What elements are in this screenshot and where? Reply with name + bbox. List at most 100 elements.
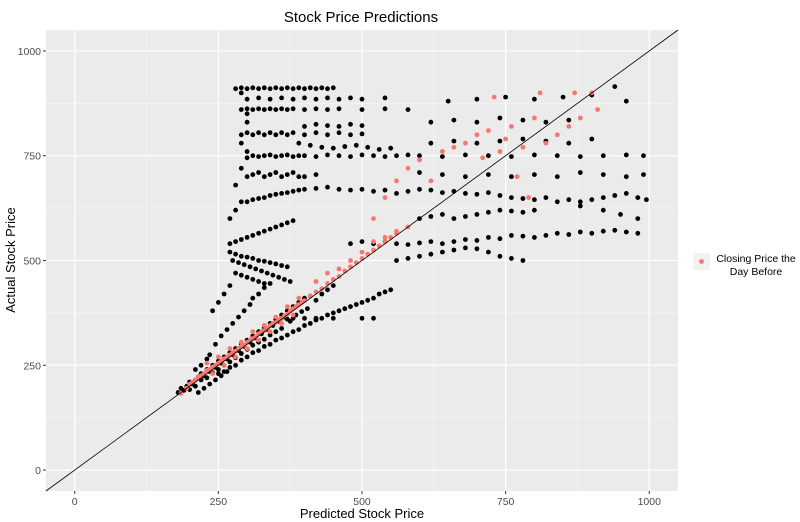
predicted-point (261, 85, 267, 91)
closing-price-point (572, 90, 577, 96)
legend: Closing Price the Day Before (693, 253, 796, 278)
predicted-point (302, 124, 307, 129)
predicted-point (600, 228, 606, 234)
predicted-point (302, 186, 307, 192)
predicted-point (238, 237, 244, 242)
predicted-point (371, 295, 376, 301)
predicted-point (560, 94, 566, 100)
predicted-point (267, 226, 273, 232)
predicted-point (279, 174, 284, 180)
predicted-point (405, 242, 411, 248)
predicted-point (256, 106, 261, 112)
predicted-point (256, 291, 261, 297)
closing-price-point (233, 354, 239, 360)
closing-price-point (543, 140, 549, 146)
x-tick-label: 750 (497, 496, 515, 508)
predicted-point (600, 195, 606, 201)
predicted-point (589, 136, 595, 142)
closing-price-point (451, 144, 457, 150)
predicted-point (250, 233, 256, 238)
predicted-point (198, 362, 204, 368)
predicted-point (313, 186, 319, 191)
predicted-point (276, 274, 282, 280)
predicted-point (227, 216, 233, 222)
predicted-point (302, 174, 307, 180)
predicted-point (307, 142, 313, 148)
predicted-point (273, 154, 279, 160)
predicted-point (348, 132, 353, 138)
closing-price-point (509, 124, 514, 129)
predicted-point (382, 95, 388, 101)
predicted-point (296, 187, 302, 193)
predicted-point (313, 297, 319, 303)
predicted-point (244, 354, 250, 360)
predicted-point (600, 207, 606, 213)
predicted-point (313, 96, 319, 102)
predicted-point (279, 95, 284, 101)
predicted-point (440, 241, 445, 247)
predicted-point (282, 277, 287, 282)
predicted-point (589, 197, 595, 203)
predicted-point (238, 199, 244, 205)
predicted-point (284, 132, 290, 138)
x-tick-label: 250 (210, 496, 228, 508)
closing-price-point (238, 339, 244, 345)
predicted-point (267, 130, 273, 136)
predicted-point (635, 216, 641, 222)
closing-price-point (313, 279, 319, 284)
predicted-point (224, 369, 230, 374)
closing-price-point (290, 312, 296, 318)
predicted-point (509, 174, 514, 180)
closing-price-point (284, 304, 290, 309)
predicted-point (600, 172, 606, 178)
predicted-point (238, 107, 244, 112)
predicted-point (348, 154, 353, 160)
predicted-point (497, 253, 503, 259)
x-tick-label: 500 (353, 496, 371, 508)
closing-price-point (221, 362, 227, 368)
closing-price-point (279, 321, 284, 326)
predicted-point (520, 233, 526, 239)
predicted-point (405, 256, 411, 261)
predicted-point (623, 174, 629, 180)
predicted-point (193, 367, 198, 372)
predicted-point (623, 229, 629, 235)
predicted-point (256, 279, 261, 284)
predicted-point (394, 258, 399, 263)
predicted-point (256, 170, 261, 175)
reference-line (45, 29, 679, 492)
predicted-point (509, 154, 514, 160)
closing-price-point (325, 270, 330, 276)
closing-price-point (261, 323, 267, 328)
closing-price-point (480, 155, 486, 161)
predicted-point (238, 272, 244, 278)
predicted-point (577, 199, 583, 205)
predicted-point (299, 309, 305, 314)
predicted-point (279, 191, 284, 196)
predicted-point (325, 132, 330, 138)
predicted-point (509, 195, 514, 201)
predicted-point (227, 365, 233, 370)
predicted-point (270, 272, 276, 278)
predicted-point (319, 144, 325, 150)
predicted-point (641, 172, 646, 178)
predicted-point (284, 172, 290, 178)
closing-price-point (371, 239, 376, 245)
predicted-point (428, 239, 434, 245)
predicted-point (325, 86, 330, 92)
predicted-point (267, 281, 273, 286)
predicted-point (290, 106, 296, 112)
predicted-point (463, 191, 468, 196)
predicted-point (554, 199, 560, 205)
predicted-point (428, 214, 434, 219)
predicted-point (497, 193, 503, 198)
predicted-point (342, 144, 348, 149)
predicted-point (336, 96, 342, 102)
predicted-point (241, 308, 247, 314)
predicted-point (250, 342, 256, 348)
predicted-point (532, 207, 537, 213)
closing-price-point (382, 195, 388, 201)
predicted-point (440, 172, 445, 178)
predicted-point (325, 107, 330, 112)
